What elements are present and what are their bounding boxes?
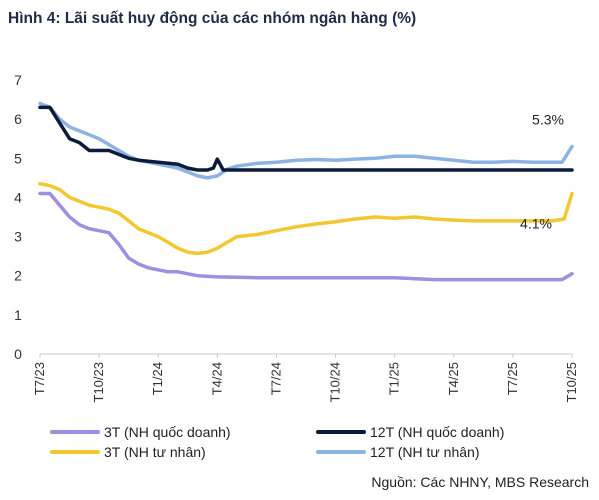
- annotation-label: 4.1%: [520, 216, 552, 232]
- series-line: [38, 191, 574, 282]
- x-tick-label: T7/24: [268, 362, 283, 395]
- y-tick-label: 0: [14, 346, 22, 362]
- legend-label: 12T (NH tư nhân): [370, 444, 480, 460]
- source-note: Nguồn: Các NHNY, MBS Research: [371, 474, 589, 490]
- series-group: [38, 101, 574, 282]
- x-axis: T7/23 T10/23 T1/24 T4/24 T7/24 T10/24 T1/25 T4/…: [32, 354, 579, 402]
- x-tick-label: T1/24: [150, 362, 165, 395]
- x-tick-label: T7/23: [32, 362, 47, 395]
- x-tick-label: T10/25: [564, 362, 579, 402]
- chart-title: Hình 4: Lãi suất huy động của các nhóm n…: [8, 10, 417, 27]
- legend-label: 3T (NH quốc doanh): [104, 424, 231, 440]
- annotation-label: 5.3%: [532, 112, 564, 128]
- x-tick-label: T4/24: [209, 362, 224, 395]
- y-tick-label: 5: [14, 150, 22, 166]
- y-tick-label: 1: [14, 307, 22, 323]
- legend-label: 12T (NH quốc doanh): [370, 424, 504, 440]
- series-line: [38, 181, 574, 256]
- x-tick-label: T1/25: [387, 362, 402, 395]
- y-tick-label: 6: [14, 111, 22, 127]
- annotations: 5.3% 4.1%: [520, 112, 564, 232]
- series-line: [38, 105, 574, 172]
- series-line: [38, 101, 574, 180]
- x-tick-label: T10/24: [328, 362, 343, 402]
- x-tick-label: T7/25: [505, 362, 520, 395]
- y-tick-label: 2: [14, 268, 22, 284]
- x-tick-label: T4/25: [446, 362, 461, 395]
- y-axis: 0 1 2 3 4 5 6 7: [14, 72, 22, 362]
- y-tick-label: 3: [14, 229, 22, 245]
- y-tick-label: 4: [14, 189, 22, 205]
- legend: 3T (NH quốc doanh) 12T (NH quốc doanh) 3T …: [50, 424, 504, 460]
- y-tick-label: 7: [14, 72, 22, 88]
- legend-label: 3T (NH tư nhân): [104, 444, 206, 460]
- x-tick-label: T10/23: [91, 362, 106, 402]
